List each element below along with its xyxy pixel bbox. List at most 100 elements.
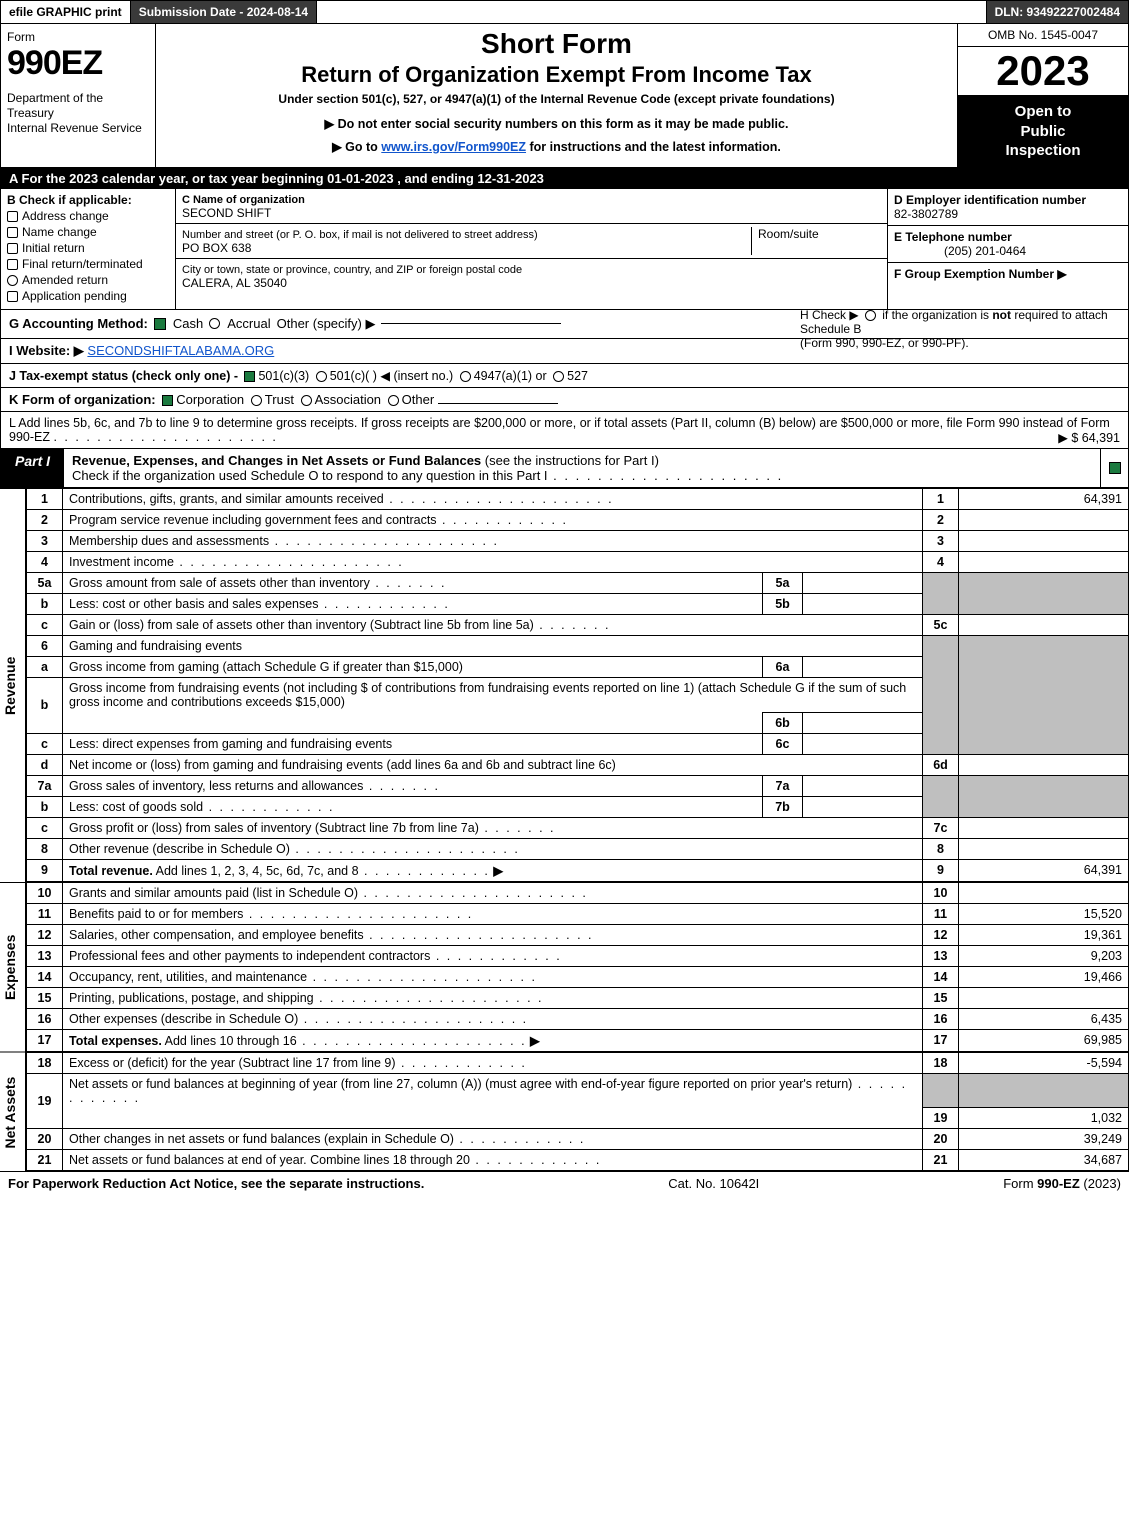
f-group-block: F Group Exemption Number ▶ xyxy=(888,263,1128,285)
chk-address-change[interactable]: Address change xyxy=(7,209,169,223)
section-l-gross-receipts: L Add lines 5b, 6c, and 7b to line 9 to … xyxy=(0,412,1129,449)
c-address-block: Number and street (or P. O. box, if mail… xyxy=(176,224,887,259)
ein-value: 82-3802789 xyxy=(894,207,958,221)
line-7c: c Gross profit or (loss) from sales of i… xyxy=(27,817,1129,838)
footer-left: For Paperwork Reduction Act Notice, see … xyxy=(8,1176,424,1191)
line-20-amt: 39,249 xyxy=(959,1129,1129,1150)
line-5c: c Gain or (loss) from sale of assets oth… xyxy=(27,614,1129,635)
line-3: 3 Membership dues and assessments 3 xyxy=(27,530,1129,551)
opt-other[interactable]: Other (specify) ▶ xyxy=(277,316,376,332)
line-16: 16 Other expenses (describe in Schedule … xyxy=(27,1008,1129,1029)
column-c-org-info: C Name of organization SECOND SHIFT Numb… xyxy=(176,189,888,309)
opt-accrual[interactable]: Accrual xyxy=(209,316,270,331)
line-14: 14 Occupancy, rent, utilities, and maint… xyxy=(27,966,1129,987)
part-1-title-bold: Revenue, Expenses, and Changes in Net As… xyxy=(72,453,481,468)
chk-527[interactable] xyxy=(553,371,564,382)
c-city-block: City or town, state or province, country… xyxy=(176,259,887,293)
line-19b: 191,032 xyxy=(27,1108,1129,1129)
c-name-block: C Name of organization SECOND SHIFT xyxy=(176,189,887,224)
goto-post: for instructions and the latest informat… xyxy=(526,140,781,154)
c-name-label: C Name of organization xyxy=(182,194,305,206)
j-pre: J Tax-exempt status (check only one) - xyxy=(9,369,241,383)
line-6c: c Less: direct expenses from gaming and … xyxy=(27,733,1129,754)
chk-501c3[interactable] xyxy=(244,371,255,382)
chk-name-change[interactable]: Name change xyxy=(7,225,169,239)
submission-date: Submission Date - 2024-08-14 xyxy=(131,1,317,23)
room-label: Room/suite xyxy=(758,227,819,241)
line-21: 21 Net assets or fund balances at end of… xyxy=(27,1150,1129,1171)
page-footer: For Paperwork Reduction Act Notice, see … xyxy=(0,1171,1129,1195)
l-amt: ▶ $ 64,391 xyxy=(1058,430,1120,445)
website-link[interactable]: SECONDSHIFTALABAMA.ORG xyxy=(87,343,274,358)
part-1-schedule-o-chk[interactable] xyxy=(1100,449,1128,487)
chk-trust[interactable] xyxy=(251,395,262,406)
chk-final-return[interactable]: Final return/terminated xyxy=(7,257,169,271)
chk-association[interactable] xyxy=(301,395,312,406)
line-9-amt: 64,391 xyxy=(959,859,1129,881)
expenses-table: 10 Grants and similar amounts paid (list… xyxy=(26,882,1129,1052)
part-1-sub: Check if the organization used Schedule … xyxy=(72,468,548,483)
opt-corporation: Corporation xyxy=(176,392,244,407)
chk-application-pending[interactable]: Application pending xyxy=(7,289,169,303)
phone-value: (205) 201-0464 xyxy=(894,244,1026,258)
line-7b: b Less: cost of goods sold 7b xyxy=(27,796,1129,817)
revenue-vlabel: Revenue xyxy=(0,488,26,882)
line-7a: 7a Gross sales of inventory, less return… xyxy=(27,775,1129,796)
city-label: City or town, state or province, country… xyxy=(182,264,522,276)
line-13: 13 Professional fees and other payments … xyxy=(27,945,1129,966)
footer-center: Cat. No. 10642I xyxy=(668,1176,759,1191)
efile-label[interactable]: efile GRAPHIC print xyxy=(1,1,131,23)
form-header: Form 990EZ Department of the Treasury In… xyxy=(0,24,1129,168)
part-1-header: Part I Revenue, Expenses, and Changes in… xyxy=(0,449,1129,488)
department-label: Department of the Treasury Internal Reve… xyxy=(7,91,149,136)
line-17: 17 Total expenses. Add lines 10 through … xyxy=(27,1029,1129,1051)
e-label: E Telephone number xyxy=(894,230,1012,244)
column-b-checkboxes: B Check if applicable: Address change Na… xyxy=(1,189,176,309)
d-ein-block: D Employer identification number 82-3802… xyxy=(888,189,1128,226)
chk-initial-return[interactable]: Initial return xyxy=(7,241,169,255)
form-title: Return of Organization Exempt From Incom… xyxy=(164,62,949,88)
addr-value: PO BOX 638 xyxy=(182,241,751,255)
expenses-section: Expenses 10 Grants and similar amounts p… xyxy=(0,882,1129,1052)
line-1: 1 Contributions, gifts, grants, and simi… xyxy=(27,488,1129,509)
chk-501c[interactable] xyxy=(316,371,327,382)
e-phone-block: E Telephone number (205) 201-0464 xyxy=(888,226,1128,263)
irs-link[interactable]: www.irs.gov/Form990EZ xyxy=(381,140,526,154)
h-checkbox[interactable] xyxy=(865,310,876,321)
opt-cash[interactable]: Cash xyxy=(154,316,203,331)
chk-4947[interactable] xyxy=(460,371,471,382)
line-6: 6 Gaming and fundraising events xyxy=(27,635,1129,656)
part-1-tag: Part I xyxy=(1,449,64,487)
section-bcdef: B Check if applicable: Address change Na… xyxy=(0,189,1129,310)
footer-right: Form 990-EZ (2023) xyxy=(1003,1176,1121,1191)
line-19: 19 Net assets or fund balances at beginn… xyxy=(27,1073,1129,1108)
revenue-section: Revenue 1 Contributions, gifts, grants, … xyxy=(0,488,1129,882)
omb-number: OMB No. 1545-0047 xyxy=(958,24,1128,47)
i-label: I Website: ▶ xyxy=(9,343,84,358)
chk-corporation[interactable] xyxy=(162,395,173,406)
chk-other-org[interactable] xyxy=(388,395,399,406)
opt-4947: 4947(a)(1) or xyxy=(474,369,547,383)
g-label: G Accounting Method: xyxy=(9,316,148,331)
room-suite: Room/suite xyxy=(751,227,881,255)
line-11-amt: 15,520 xyxy=(959,903,1129,924)
line-21-amt: 34,687 xyxy=(959,1150,1129,1171)
h-text1: H Check ▶ xyxy=(800,308,859,322)
other-specify-blank[interactable] xyxy=(381,323,561,324)
line-10: 10 Grants and similar amounts paid (list… xyxy=(27,882,1129,903)
column-def: D Employer identification number 82-3802… xyxy=(888,189,1128,309)
line-14-amt: 19,466 xyxy=(959,966,1129,987)
line-6d: d Net income or (loss) from gaming and f… xyxy=(27,754,1129,775)
dots xyxy=(53,430,277,444)
opt-trust: Trust xyxy=(265,392,294,407)
h-text2: if the organization is xyxy=(882,308,992,322)
chk-amended-return[interactable]: Amended return xyxy=(7,273,169,287)
other-org-blank[interactable] xyxy=(438,403,558,404)
net-assets-section: Net Assets 18 Excess or (deficit) for th… xyxy=(0,1052,1129,1172)
line-4: 4 Investment income 4 xyxy=(27,551,1129,572)
line-1-amt: 64,391 xyxy=(959,488,1129,509)
part-1-title-rest: (see the instructions for Part I) xyxy=(481,453,659,468)
opt-527: 527 xyxy=(567,369,588,383)
expenses-vlabel: Expenses xyxy=(0,882,26,1052)
spacer xyxy=(317,1,986,23)
